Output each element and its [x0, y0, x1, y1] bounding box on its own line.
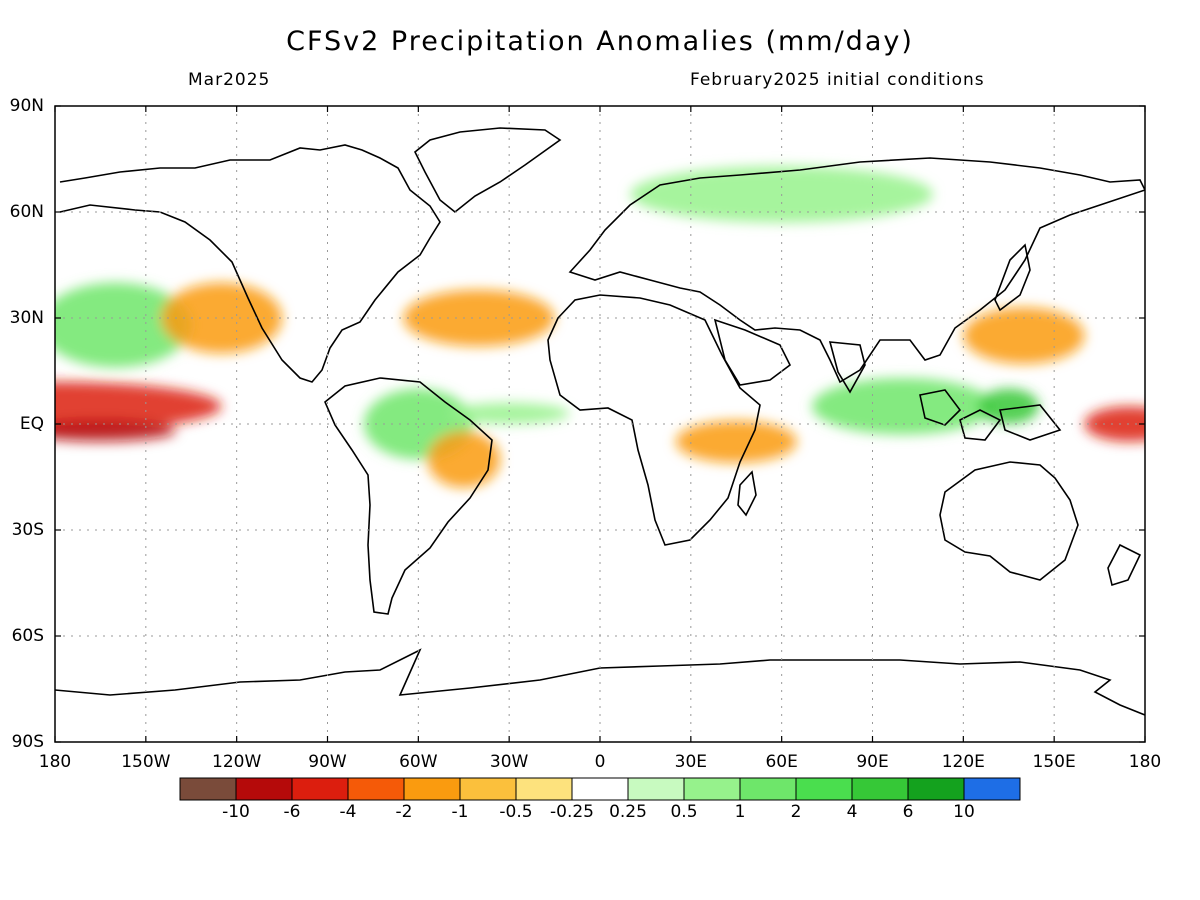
colorbar-swatch	[739, 777, 797, 801]
lat-label: 90S	[11, 732, 44, 752]
colorbar-label: 0.5	[670, 802, 698, 822]
lon-label: 120W	[212, 752, 262, 772]
colorbar-label: -4	[339, 802, 357, 822]
colorbar-label: -0.5	[499, 802, 533, 822]
lon-label: 150E	[1032, 752, 1076, 772]
lat-label: 90N	[9, 96, 44, 116]
lon-label: 30E	[674, 752, 708, 772]
colorbar-label: 2	[790, 802, 802, 822]
lon-label: 60W	[399, 752, 438, 772]
colorbar-swatch	[403, 777, 461, 801]
lon-label: 120E	[941, 752, 985, 772]
colorbar-label: -0.25	[550, 802, 594, 822]
lat-label: 30S	[11, 520, 44, 540]
colorbar-swatch	[515, 777, 573, 801]
colorbar-label: 6	[902, 802, 914, 822]
forecast-month: Mar2025	[188, 70, 271, 90]
lon-label: 0	[594, 752, 606, 772]
colorbar	[179, 777, 1021, 801]
colorbar-swatch	[851, 777, 909, 801]
colorbar-label: -2	[395, 802, 413, 822]
anomaly-region	[811, 378, 994, 435]
lon-label: 30W	[489, 752, 529, 772]
lon-label: 90E	[856, 752, 889, 772]
lat-label: 60N	[9, 202, 44, 222]
colorbar-label: -6	[283, 802, 301, 822]
anomaly-region	[55, 420, 177, 442]
colorbar-label: 4	[846, 802, 858, 822]
colorbar-label: 10	[953, 802, 975, 822]
colorbar-swatch	[963, 777, 1021, 801]
colorbar-swatch	[459, 777, 517, 801]
lon-label: 90W	[308, 752, 347, 772]
anomaly-region	[963, 307, 1085, 364]
anomaly-region	[55, 381, 222, 432]
colorbar-swatch	[683, 777, 741, 801]
initial-conditions-label: February2025 initial conditions	[690, 70, 985, 90]
colorbar-swatch	[627, 777, 685, 801]
lon-label: 180	[38, 752, 72, 772]
anomaly-region	[403, 289, 555, 347]
colorbar-label: -10	[222, 802, 250, 822]
colorbar-swatch	[347, 777, 405, 801]
coastlines	[55, 127, 1145, 716]
colorbar-label: -1	[451, 802, 469, 822]
anomaly-fields	[55, 166, 1145, 488]
anomaly-region	[1084, 406, 1145, 442]
graticule	[55, 106, 1145, 742]
colorbar-swatch	[571, 777, 629, 801]
colorbar-swatch	[235, 777, 293, 801]
anomaly-region	[55, 282, 192, 368]
lon-label: 150W	[121, 752, 171, 772]
colorbar-swatch	[179, 777, 237, 801]
colorbar-label: 1	[734, 802, 746, 822]
colorbar-swatch	[291, 777, 349, 801]
anomaly-region	[978, 388, 1040, 425]
axis-ticks	[54, 105, 1146, 743]
lon-label: 180	[1128, 752, 1162, 772]
anomaly-region	[427, 431, 501, 488]
anomaly-region	[448, 402, 570, 424]
colorbar-swatch	[795, 777, 853, 801]
anomaly-region	[675, 420, 797, 463]
colorbar-label: 0.25	[609, 802, 647, 822]
lat-label: 60S	[11, 626, 44, 646]
anomaly-region	[160, 282, 283, 354]
lat-label: 30N	[9, 308, 44, 328]
lon-label: 60E	[765, 752, 798, 772]
map-title: CFSv2 Precipitation Anomalies (mm/day)	[286, 26, 914, 57]
colorbar-swatch	[907, 777, 965, 801]
lat-label: EQ	[19, 414, 44, 434]
